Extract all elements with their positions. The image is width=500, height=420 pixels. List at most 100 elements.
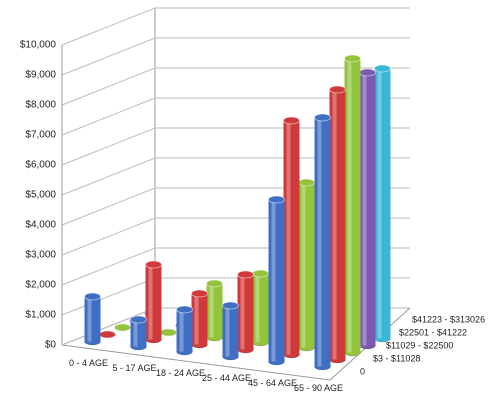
cylinder-part — [222, 305, 239, 357]
x-tick-label: 45 - 64 AGE — [248, 378, 297, 388]
depth-label: $22501 - $41222 — [399, 327, 467, 337]
cylinder — [176, 305, 193, 356]
cylinder — [329, 85, 346, 364]
cylinder-part — [347, 58, 352, 353]
x-tick-label: 65 - 90 AGE — [294, 383, 343, 393]
cylinder — [314, 113, 331, 371]
cylinder-part — [114, 323, 131, 332]
cylinder-part — [191, 293, 208, 345]
cylinder-part — [99, 330, 116, 339]
y-tick-label: $6,000 — [25, 160, 56, 171]
cylinder-part — [271, 199, 276, 362]
cylinder-part — [84, 296, 101, 342]
cylinder — [268, 195, 285, 366]
depth-label: 0 — [360, 366, 365, 376]
cylinder-part — [283, 120, 300, 355]
cylinder — [344, 54, 361, 357]
cylinder — [160, 328, 177, 337]
grid-line — [61, 67, 410, 106]
cylinder-part — [268, 195, 285, 204]
depth-label: $41223 - $313026 — [412, 314, 485, 324]
cylinder — [145, 260, 162, 344]
cylinder-part — [359, 68, 376, 77]
cylinder-part — [252, 269, 269, 278]
y-tick-label: $1,000 — [25, 310, 56, 321]
cylinder-part — [283, 116, 300, 125]
depth-label: $3 - $11028 — [373, 353, 420, 363]
x-tick-label: 25 - 44 AGE — [202, 373, 251, 383]
cylinder-part — [130, 319, 147, 347]
cylinder-part — [344, 54, 361, 63]
cylinder — [191, 289, 208, 349]
cylinder-part — [240, 274, 245, 350]
cylinder-part — [362, 72, 367, 346]
cylinder — [237, 270, 254, 354]
cylinder-part — [344, 58, 361, 353]
cylinder-part — [145, 260, 162, 269]
cylinder — [252, 269, 269, 347]
cylinder-part — [329, 89, 346, 360]
cylinder-part — [301, 182, 306, 348]
cylinder-part — [148, 264, 153, 340]
cylinder — [374, 64, 391, 343]
cylinder-part — [130, 315, 147, 324]
y-tick-label: $3,000 — [25, 250, 56, 261]
cylinder-part — [225, 305, 230, 357]
cylinder — [222, 301, 239, 361]
cylinder-part — [298, 178, 315, 187]
cylinder-part — [209, 283, 214, 338]
y-tick-label: $0 — [45, 340, 57, 351]
cylinder-part — [268, 199, 285, 362]
cylinder-part — [222, 301, 239, 310]
front-floor — [61, 344, 331, 381]
cylinder — [84, 292, 101, 346]
cylinder-part — [160, 328, 177, 337]
grid-line — [61, 97, 410, 136]
x-tick-label: 18 - 24 AGE — [156, 368, 205, 378]
cylinder-part — [314, 117, 331, 367]
depth-label: $11029 - $22500 — [386, 340, 453, 350]
cylinder-part — [374, 68, 391, 339]
cylinder-part — [206, 279, 223, 288]
cylinder-part — [359, 72, 376, 346]
cylinder-part — [237, 270, 254, 279]
cylinder — [99, 330, 116, 339]
cylinder-part — [194, 293, 199, 345]
x-tick-label: 5 - 17 AGE — [112, 363, 156, 373]
cylinder — [298, 178, 315, 352]
cylinder-part — [255, 273, 260, 343]
cylinder-part — [298, 182, 315, 348]
cylinder-part — [206, 283, 223, 338]
grid-line — [61, 7, 410, 46]
grid-line — [61, 37, 410, 76]
cylinder — [130, 315, 147, 351]
y-tick-label: $8,000 — [25, 100, 56, 111]
cylinder-part — [176, 309, 193, 352]
cylinder-part — [179, 309, 184, 352]
cylinder-part — [145, 264, 162, 340]
cylinder — [283, 116, 300, 359]
cylinder-part — [191, 289, 208, 298]
cylinder — [206, 279, 223, 342]
y-tick-label: $7,000 — [25, 130, 56, 141]
cylinder-part — [133, 319, 138, 347]
cylinder-part — [237, 274, 254, 350]
cylinder-part — [87, 296, 92, 342]
y-tick-label: $5,000 — [25, 190, 56, 201]
cylinder-part — [314, 113, 331, 122]
cylinder-part — [252, 273, 269, 343]
x-tick-label: 0 - 4 AGE — [69, 358, 108, 368]
cylinder-part — [317, 117, 322, 367]
cylinder-part — [84, 292, 101, 301]
cylinder — [114, 323, 131, 332]
cylinder-part — [377, 68, 382, 339]
cylinder — [359, 68, 376, 350]
cylinder-part — [176, 305, 193, 314]
cylinder-part — [329, 85, 346, 94]
y-tick-label: $2,000 — [25, 280, 56, 291]
y-tick-label: $10,000 — [20, 40, 57, 51]
cylinder-part — [286, 120, 291, 355]
y-tick-label: $9,000 — [25, 70, 56, 81]
cylinder-part — [332, 89, 337, 360]
